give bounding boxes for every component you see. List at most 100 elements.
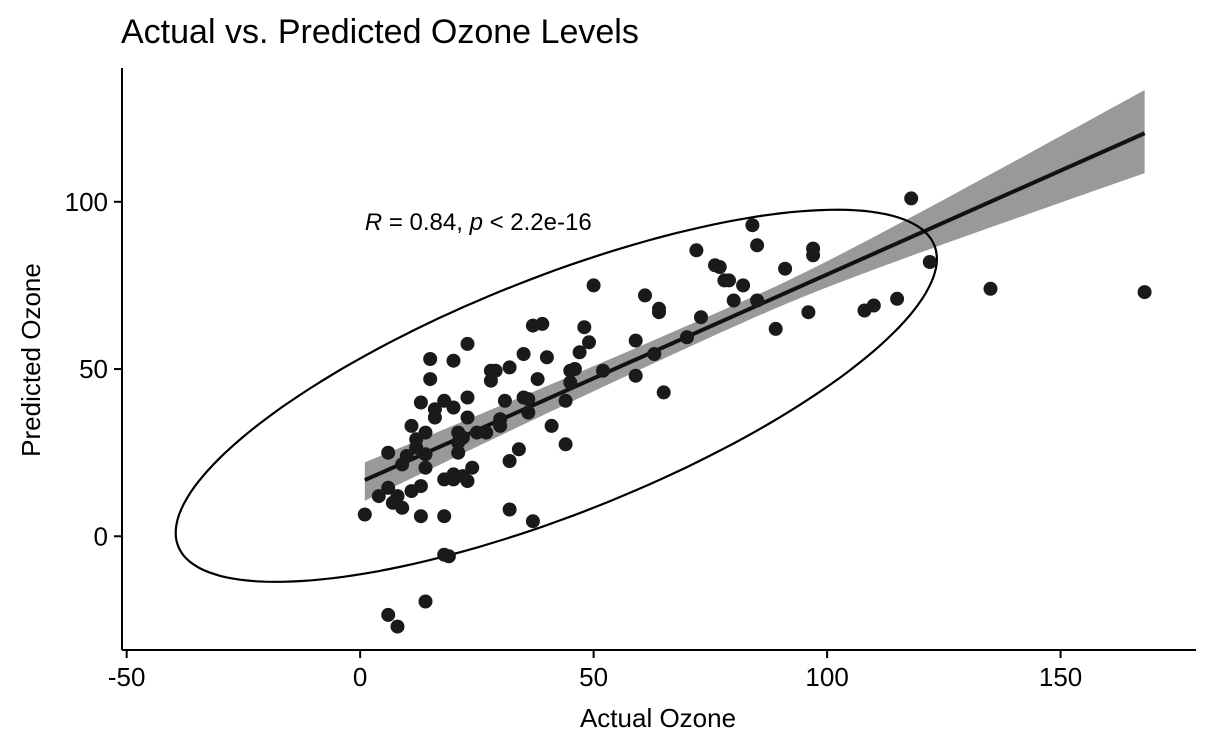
- x-tick-label: 150: [1039, 662, 1082, 692]
- data-point: [563, 375, 578, 390]
- data-point: [647, 347, 662, 361]
- data-point: [638, 288, 652, 303]
- data-point: [404, 418, 419, 433]
- y-axis-title: Predicted Ozone: [16, 263, 46, 457]
- data-point: [497, 393, 512, 408]
- data-point: [521, 392, 536, 407]
- data-point: [712, 260, 727, 274]
- data-point: [530, 372, 545, 387]
- data-point: [582, 335, 596, 350]
- data-point: [460, 390, 475, 405]
- data-point: [413, 395, 428, 410]
- data-point: [455, 430, 470, 445]
- data-point: [390, 619, 405, 634]
- data-point: [694, 310, 708, 325]
- data-point: [441, 549, 456, 564]
- data-point: [423, 352, 438, 366]
- data-point: [479, 425, 494, 440]
- data-point: [801, 305, 816, 320]
- data-point: [558, 393, 573, 408]
- data-point: [521, 405, 536, 420]
- x-tick-label: -50: [108, 662, 146, 692]
- p-symbol: p: [469, 209, 483, 236]
- data-point: [652, 301, 666, 316]
- data-point: [357, 507, 372, 522]
- data-point: [586, 278, 601, 293]
- data-point: [922, 255, 937, 269]
- data-point: [465, 460, 480, 475]
- data-point: [511, 442, 526, 457]
- data-point: [418, 594, 433, 609]
- data-point: [577, 320, 592, 335]
- data-point: [460, 410, 475, 425]
- data-point: [460, 336, 475, 351]
- data-point: [745, 218, 760, 233]
- data-point: [628, 368, 643, 383]
- data-point: [558, 437, 573, 452]
- data-point: [493, 412, 508, 427]
- data-point: [390, 489, 405, 504]
- data-point: [596, 363, 610, 378]
- data-point: [525, 514, 540, 529]
- data-point: [750, 238, 765, 253]
- data-point: [768, 321, 783, 336]
- data-point: [413, 509, 428, 524]
- data-point: [890, 291, 905, 306]
- data-point: [778, 261, 793, 276]
- data-point: [656, 385, 671, 400]
- data-point: [413, 479, 428, 494]
- data-point: [689, 243, 704, 258]
- chart-title: Actual vs. Predicted Ozone Levels: [121, 13, 639, 51]
- data-point: [488, 363, 503, 378]
- y-tick-label: 100: [65, 187, 108, 217]
- data-point: [381, 607, 396, 622]
- data-point: [567, 362, 582, 376]
- data-point: [806, 241, 821, 256]
- x-tick-label: 100: [805, 662, 848, 692]
- data-point: [680, 330, 694, 345]
- y-tick-label: 50: [79, 354, 108, 384]
- y-tick-label: 0: [94, 521, 108, 551]
- data-point: [460, 474, 475, 489]
- data-point: [502, 502, 517, 517]
- data-point: [1137, 285, 1152, 300]
- data-point: [446, 353, 461, 368]
- x-tick-label: 0: [353, 662, 367, 692]
- p-value: < 2.2e-16: [483, 209, 592, 236]
- data-point: [539, 350, 554, 365]
- data-point: [395, 500, 410, 515]
- data-point: [427, 402, 442, 417]
- data-point: [544, 418, 559, 433]
- data-point: [502, 454, 517, 468]
- data-point: [726, 293, 741, 308]
- data-point: [418, 460, 433, 475]
- r-value: = 0.84,: [382, 209, 469, 236]
- data-point: [423, 372, 438, 387]
- data-point: [381, 445, 396, 460]
- data-point: [983, 281, 998, 296]
- data-point: [535, 316, 550, 331]
- data-point: [371, 489, 386, 504]
- data-point: [446, 400, 461, 415]
- x-tick-label: 50: [579, 662, 608, 692]
- data-point: [750, 293, 765, 308]
- plot-area: [174, 90, 1152, 634]
- data-point: [736, 278, 751, 293]
- data-point: [572, 345, 587, 360]
- data-point: [381, 480, 396, 495]
- data-point: [502, 360, 517, 375]
- x-axis-title: Actual Ozone: [580, 703, 736, 733]
- data-point: [399, 449, 414, 463]
- correlation-annotation: R = 0.84, p < 2.2e-16: [365, 209, 592, 236]
- data-point: [418, 425, 433, 440]
- data-point: [516, 347, 531, 361]
- confidence-ellipse: [174, 208, 939, 583]
- data-point: [866, 298, 881, 313]
- data-point: [722, 273, 736, 288]
- data-point: [451, 445, 466, 460]
- data-point: [628, 333, 643, 348]
- data-point: [437, 509, 452, 524]
- data-point: [904, 191, 919, 206]
- data-point: [418, 447, 433, 462]
